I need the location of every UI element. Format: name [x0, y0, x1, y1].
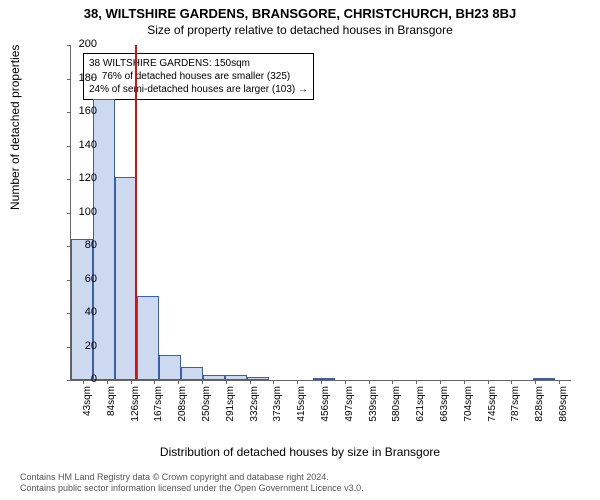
x-tick-label: 621sqm: [415, 386, 426, 441]
x-tick-mark: [131, 380, 132, 384]
x-tick-mark: [250, 380, 251, 384]
x-tick-mark: [297, 380, 298, 384]
x-tick-mark: [154, 380, 155, 384]
x-tick-label: 126sqm: [130, 386, 141, 441]
y-tick-label: 180: [67, 72, 97, 84]
histogram-bar: [115, 177, 137, 380]
y-tick-label: 0: [67, 373, 97, 385]
x-tick-label: 332sqm: [249, 386, 260, 441]
x-tick-label: 869sqm: [558, 386, 569, 441]
x-tick-mark: [178, 380, 179, 384]
y-tick-label: 80: [67, 239, 97, 251]
chart-container: 38, WILTSHIRE GARDENS, BRANSGORE, CHRIST…: [0, 0, 600, 500]
x-tick-label: 208sqm: [177, 386, 188, 441]
y-tick-label: 160: [67, 105, 97, 117]
page-title: 38, WILTSHIRE GARDENS, BRANSGORE, CHRIST…: [0, 0, 600, 21]
x-tick-mark: [488, 380, 489, 384]
annotation-line-2: ← 76% of detached houses are smaller (32…: [89, 70, 308, 83]
x-tick-label: 291sqm: [225, 386, 236, 441]
x-tick-mark: [511, 380, 512, 384]
footer-attribution: Contains HM Land Registry data © Crown c…: [20, 472, 364, 494]
histogram-bar: [137, 296, 159, 380]
x-tick-mark: [202, 380, 203, 384]
x-tick-mark: [416, 380, 417, 384]
x-tick-mark: [535, 380, 536, 384]
footer-line-2: Contains public sector information licen…: [20, 483, 364, 494]
page-subtitle: Size of property relative to detached ho…: [0, 21, 600, 37]
x-tick-mark: [273, 380, 274, 384]
y-tick-label: 140: [67, 139, 97, 151]
x-tick-mark: [226, 380, 227, 384]
y-tick-label: 120: [67, 172, 97, 184]
y-tick-label: 60: [67, 273, 97, 285]
x-tick-label: 539sqm: [368, 386, 379, 441]
histogram-bar: [159, 355, 181, 380]
y-tick-label: 40: [67, 306, 97, 318]
x-axis-label: Distribution of detached houses by size …: [0, 445, 600, 459]
x-tick-label: 84sqm: [106, 386, 117, 441]
x-tick-mark: [321, 380, 322, 384]
histogram-bar: [313, 378, 335, 380]
x-tick-label: 456sqm: [320, 386, 331, 441]
x-tick-label: 580sqm: [391, 386, 402, 441]
chart-plot-area: 38 WILTSHIRE GARDENS: 150sqm ← 76% of de…: [70, 45, 571, 381]
annotation-line-1: 38 WILTSHIRE GARDENS: 150sqm: [89, 57, 308, 70]
x-tick-label: 250sqm: [201, 386, 212, 441]
annotation-line-3: 24% of semi-detached houses are larger (…: [89, 83, 308, 96]
x-tick-label: 497sqm: [344, 386, 355, 441]
x-tick-label: 43sqm: [82, 386, 93, 441]
histogram-bar: [533, 378, 555, 380]
x-tick-label: 415sqm: [296, 386, 307, 441]
y-tick-label: 200: [67, 38, 97, 50]
y-tick-label: 100: [67, 206, 97, 218]
annotation-box: 38 WILTSHIRE GARDENS: 150sqm ← 76% of de…: [83, 53, 314, 100]
histogram-bar: [181, 367, 203, 380]
x-tick-label: 787sqm: [510, 386, 521, 441]
property-marker-line: [135, 45, 137, 380]
x-tick-mark: [107, 380, 108, 384]
x-tick-mark: [369, 380, 370, 384]
x-tick-label: 745sqm: [487, 386, 498, 441]
x-tick-label: 373sqm: [272, 386, 283, 441]
y-tick-label: 20: [67, 340, 97, 352]
histogram-bar: [203, 375, 225, 380]
x-tick-mark: [440, 380, 441, 384]
x-tick-label: 704sqm: [463, 386, 474, 441]
x-tick-label: 828sqm: [534, 386, 545, 441]
x-tick-mark: [345, 380, 346, 384]
x-tick-mark: [559, 380, 560, 384]
y-axis-label: Number of detached properties: [8, 45, 22, 210]
x-tick-mark: [464, 380, 465, 384]
x-tick-mark: [392, 380, 393, 384]
x-tick-label: 167sqm: [153, 386, 164, 441]
histogram-bar: [225, 375, 247, 380]
footer-line-1: Contains HM Land Registry data © Crown c…: [20, 472, 364, 483]
x-tick-label: 663sqm: [439, 386, 450, 441]
